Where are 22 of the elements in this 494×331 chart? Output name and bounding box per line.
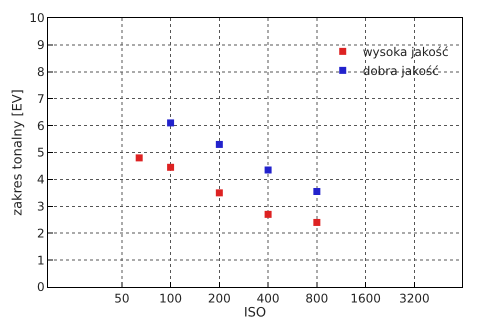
y-tick-label: 2 — [36, 226, 45, 240]
y-tick-label: 3 — [36, 200, 45, 214]
y-tick-label: 8 — [36, 65, 45, 79]
y-tick-label: 5 — [36, 146, 45, 160]
legend-label: wysoka jakość — [362, 45, 449, 60]
x-tick-label: 400 — [256, 291, 280, 306]
x-tick-label: 100 — [159, 291, 182, 306]
legend-label: dobra jakość — [362, 64, 439, 78]
y-tick-label: 0 — [36, 280, 45, 294]
y-tick-label: 10 — [29, 11, 45, 26]
x-tick-label: 200 — [208, 291, 231, 306]
x-tick-label: 1600 — [350, 291, 381, 306]
x-tick-label: 3200 — [399, 291, 430, 306]
x-tick-label: 50 — [114, 291, 130, 306]
x-axis-title: ISO — [244, 305, 266, 320]
y-axis-title: zakres tonalny [EV] — [10, 89, 26, 216]
y-tick-label: 9 — [36, 38, 45, 52]
y-tick-label: 1 — [36, 253, 45, 268]
x-tick-label: 800 — [305, 291, 328, 306]
y-tick-label: 4 — [36, 172, 45, 187]
y-tick-label: 7 — [36, 92, 45, 106]
y-tick-label: 6 — [36, 118, 45, 133]
